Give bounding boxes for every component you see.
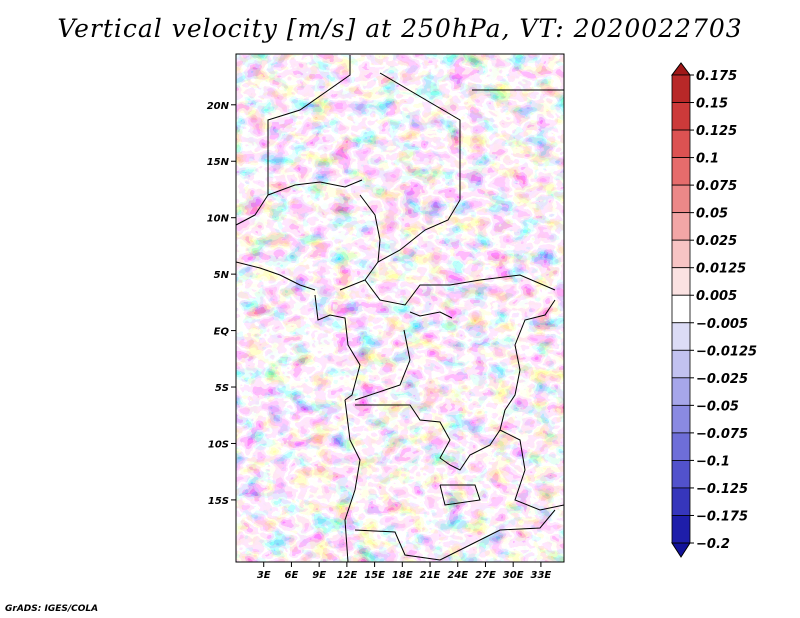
x-tick-label: 18E (392, 570, 413, 581)
colorbar-bin (671, 322, 691, 351)
colorbar-label: 0.05 (696, 207, 728, 222)
colorbar-bin (671, 349, 691, 379)
x-tick-label: 30E (503, 570, 524, 581)
x-tick-label: 6E (285, 570, 299, 581)
colorbar-bin (671, 294, 691, 324)
colorbar-label: −0.125 (696, 482, 748, 497)
border-line-6 (236, 261, 316, 291)
border-line-10 (355, 404, 501, 471)
colorbar-bin (671, 404, 691, 434)
colorbar-bin (671, 184, 691, 214)
colorbar-bin (671, 102, 691, 131)
colorbar-bin (671, 377, 691, 406)
colorbar-label: 0.0125 (696, 262, 746, 277)
border-line-8 (354, 329, 411, 401)
colorbar-label: −0.075 (696, 427, 748, 442)
colorbar-label: 0.125 (696, 124, 737, 139)
y-tick-label: 5N (214, 270, 230, 281)
y-tick-label: 10N (207, 214, 230, 225)
map-area (235, 53, 565, 563)
border-line-1 (339, 72, 461, 291)
colorbar-bin (671, 487, 691, 516)
colorbar-bin (671, 515, 691, 544)
x-tick-label: 3E (257, 570, 271, 581)
colorbar-label: 0.005 (696, 289, 737, 304)
y-tick-label: 15S (208, 496, 229, 507)
x-tick-label: 12E (336, 570, 357, 581)
y-tick-label: 5S (215, 383, 229, 394)
x-tick-label: 24E (447, 570, 468, 581)
y-tick-label: EQ (214, 327, 230, 338)
axis-ticks: 3E 6E 9E 12E 15E 18E 21E 24E 27E 30E 33E 20N 15N 10N 5… (207, 101, 552, 581)
colorbar-label: −0.005 (696, 317, 748, 332)
border-line-14 (354, 509, 556, 561)
border-line-11 (499, 299, 556, 431)
border-line-2 (364, 274, 556, 306)
colorbar-label: −0.175 (696, 509, 748, 524)
colorbar-bin (671, 460, 691, 489)
x-tick-label: 21E (420, 570, 441, 581)
colorbar-extend-bottom (671, 542, 691, 558)
colorbar-extend-top (671, 62, 691, 76)
y-tick-label: 10S (208, 439, 229, 450)
y-tick-label: 20N (207, 101, 230, 112)
vertical-velocity-field (236, 54, 564, 562)
border-line-4 (359, 194, 381, 263)
x-tick-label: 9E (312, 570, 326, 581)
colorbar-label: −0.025 (696, 372, 748, 387)
colorbar-bin (671, 74, 691, 103)
colorbar-label: 0.075 (696, 179, 737, 194)
colorbar-label: 0.15 (696, 97, 728, 112)
colorbar-bin (671, 212, 691, 241)
colorbar-label: −0.2 (696, 537, 730, 552)
colorbar-label: −0.05 (696, 399, 739, 414)
colorbar-bin (671, 129, 691, 158)
y-tick-label: 15N (207, 157, 230, 168)
colorbar-bin (671, 239, 691, 269)
plot-frame (235, 53, 565, 563)
grads-credit: GrADS: IGES/COLA (5, 604, 99, 614)
colorbar-label: 0.175 (696, 69, 737, 84)
border-line-5 (236, 194, 269, 226)
colorbar-label: 0.1 (696, 152, 719, 167)
x-tick-label: 33E (531, 570, 552, 581)
border-line-12 (439, 484, 481, 506)
colorbar-bin (671, 432, 691, 461)
colorbar-label: 0.025 (696, 234, 737, 249)
colorbar-label: −0.0125 (696, 344, 757, 359)
x-tick-label: 27E (475, 570, 496, 581)
border-line-7 (314, 294, 361, 401)
border-line-15 (409, 311, 453, 319)
x-tick-label: 15E (364, 570, 385, 581)
colorbar-bin (671, 267, 691, 296)
border-line-9 (344, 399, 361, 562)
colorbar: 0.175 0.15 0.125 0.1 0.075 0.05 0.025 0.0125 0.0… (671, 62, 757, 558)
chart-title: Vertical velocity [m/s] at 250hPa, VT: 2… (57, 14, 743, 43)
border-line-13 (499, 429, 564, 511)
colorbar-bin (671, 157, 691, 186)
colorbar-label: −0.1 (696, 454, 730, 469)
